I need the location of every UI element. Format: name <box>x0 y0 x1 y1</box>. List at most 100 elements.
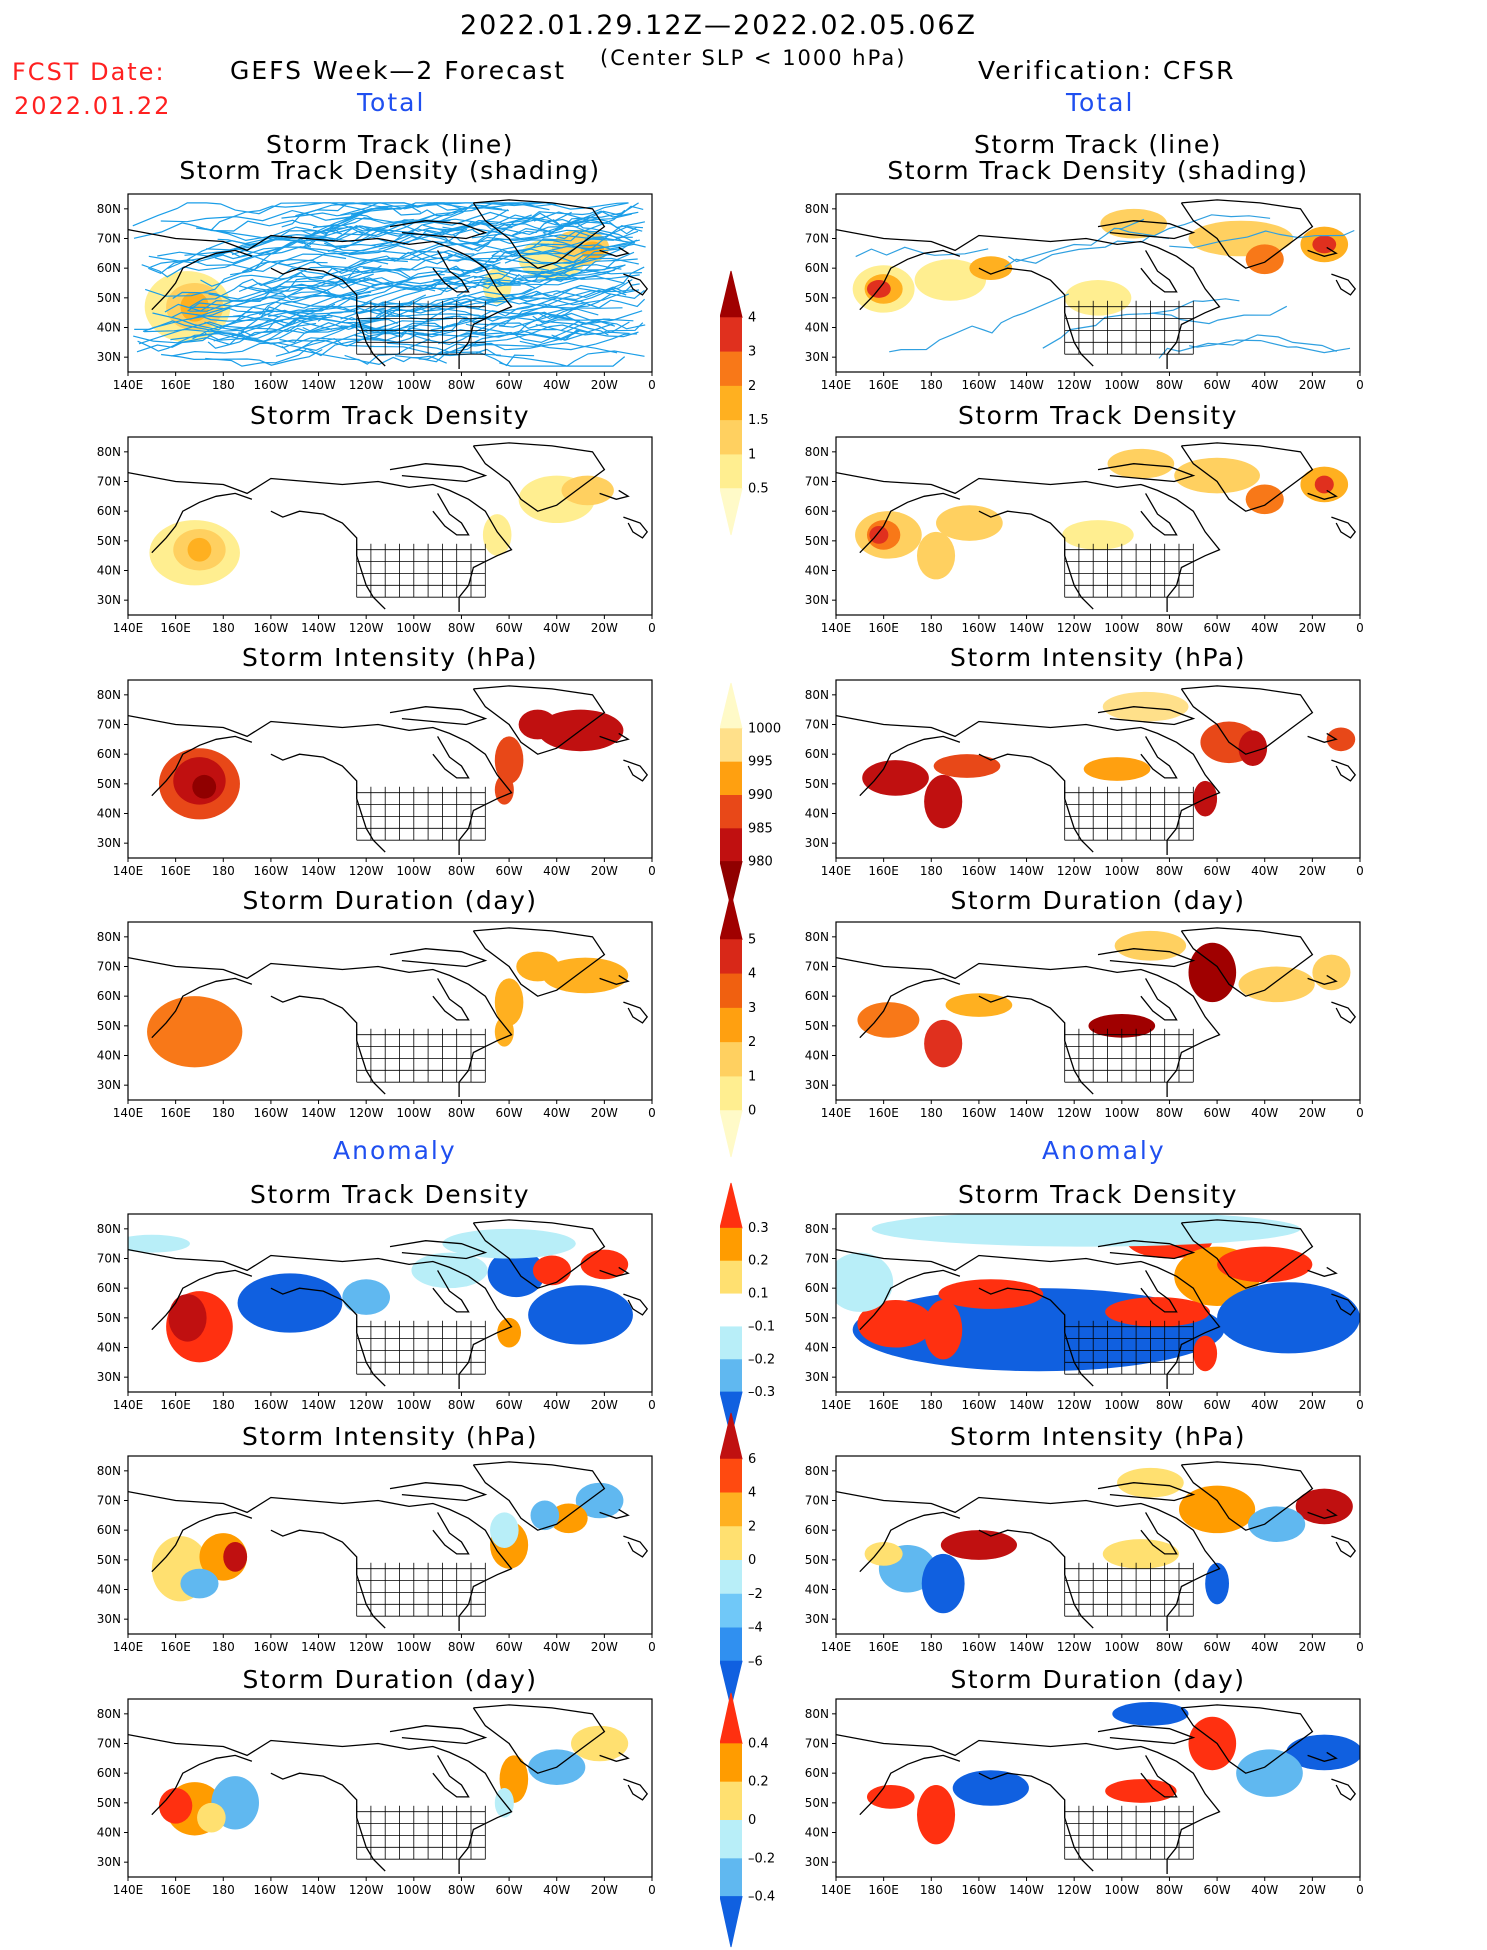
lat-tick-label: 50N <box>805 291 829 305</box>
coastline <box>599 489 630 500</box>
lon-tick-label: 100W <box>1104 1640 1139 1654</box>
lon-tick-label: 40W <box>543 1640 570 1654</box>
coastline <box>432 736 470 779</box>
lat-tick-label: 70N <box>805 1494 829 1508</box>
colorbar-label: –2 <box>748 1587 763 1602</box>
coastline <box>432 250 470 293</box>
colorbar-swatch <box>720 728 742 763</box>
coastline <box>623 273 649 296</box>
lon-tick-label: 60W <box>1204 864 1231 878</box>
panel-title-anom-intensity-right: Storm Intensity (hPa) <box>950 1422 1246 1451</box>
storm-track-line <box>1119 214 1271 237</box>
coastline <box>1140 1755 1178 1798</box>
coastline <box>1331 759 1357 782</box>
lat-tick-label: 50N <box>805 1553 829 1567</box>
lon-tick-label: 140W <box>1009 621 1044 635</box>
lat-tick-label: 80N <box>97 202 121 216</box>
lat-tick-label: 60N <box>805 261 829 275</box>
coastline <box>1180 1704 1314 1774</box>
shading-cell <box>862 760 929 796</box>
shading-cell <box>1217 1246 1313 1283</box>
lat-tick-label: 50N <box>805 1019 829 1033</box>
lon-tick-label: 140W <box>1009 1640 1044 1654</box>
coastline <box>836 471 1221 612</box>
shading-cell <box>1312 954 1351 991</box>
lon-tick-label: 40W <box>1251 1883 1278 1897</box>
shading-cell <box>936 505 1003 541</box>
lat-tick-label: 40N <box>805 1826 829 1840</box>
lat-tick-label: 80N <box>805 1707 829 1721</box>
lat-tick-label: 60N <box>97 1523 121 1537</box>
storm-track-line <box>208 285 434 310</box>
lon-tick-label: 40W <box>543 1883 570 1897</box>
coastline <box>1097 1482 1196 1502</box>
lon-tick-label: 160W <box>254 864 289 878</box>
lon-tick-label: 120W <box>1057 1106 1092 1120</box>
storm-track-line <box>142 307 281 332</box>
lon-tick-label: 180 <box>920 1640 943 1654</box>
lon-tick-label: 160E <box>868 1883 899 1897</box>
lon-tick-label: 60W <box>1204 378 1231 392</box>
colorbar-label: 4 <box>748 967 756 982</box>
lat-tick-label: 50N <box>97 1796 121 1810</box>
lon-tick-label: 20W <box>1299 621 1326 635</box>
coastline <box>978 267 1094 367</box>
coastline <box>151 1511 253 1573</box>
lat-tick-label: 70N <box>97 1252 121 1266</box>
storm-track-line <box>281 204 503 219</box>
shading-cell <box>857 1002 920 1038</box>
panel-title-track-line-right: Storm Track (line) <box>973 130 1223 159</box>
storm-track-line <box>189 255 452 320</box>
lon-tick-label: 140W <box>1009 1883 1044 1897</box>
storm-track-line <box>312 211 572 236</box>
lat-tick-label: 60N <box>97 504 121 518</box>
storm-track-line <box>498 310 643 328</box>
lon-tick-label: 0 <box>648 621 656 635</box>
coastline <box>472 1704 606 1774</box>
shading-cell <box>1112 1701 1189 1726</box>
colorbar-swatch <box>720 1526 742 1561</box>
storm-track-line <box>367 298 540 317</box>
shading-cell <box>128 1234 190 1253</box>
storm-track-line <box>530 286 634 299</box>
storm-track-line <box>344 354 447 366</box>
storm-track-line <box>188 294 352 310</box>
lon-tick-label: 160E <box>160 1640 191 1654</box>
lon-tick-label: 120W <box>1057 864 1092 878</box>
coastline <box>836 1733 1221 1874</box>
shading-cell <box>1083 757 1151 781</box>
shading-cell <box>924 774 963 829</box>
lon-tick-label: 0 <box>648 864 656 878</box>
storm-track-line <box>214 228 551 264</box>
lat-tick-label: 30N <box>97 1855 121 1869</box>
lon-tick-label: 140E <box>113 864 144 878</box>
lon-tick-label: 20W <box>1299 1106 1326 1120</box>
lon-tick-label: 160E <box>160 1106 191 1120</box>
lon-tick-label: 0 <box>648 1106 656 1120</box>
lat-tick-label: 50N <box>805 1311 829 1325</box>
lon-tick-label: 160W <box>254 1640 289 1654</box>
lon-tick-label: 160E <box>868 621 899 635</box>
coastline <box>1331 1001 1357 1024</box>
map-panel-l2: 80N 70N 60N 50N 40N 30N 140E 160E 180 160W 140W 120… <box>97 436 656 635</box>
storm-track-line <box>429 211 638 235</box>
lat-tick-label: 50N <box>97 777 121 791</box>
lon-tick-label: 20W <box>591 1106 618 1120</box>
lon-tick-label: 140E <box>113 1640 144 1654</box>
lon-tick-label: 140E <box>821 621 852 635</box>
lon-tick-label: 160E <box>868 864 899 878</box>
lat-tick-label: 40N <box>805 1583 829 1597</box>
lon-tick-label: 20W <box>591 1640 618 1654</box>
shading-cell <box>1178 1485 1256 1534</box>
shading-cell <box>836 1252 894 1312</box>
lat-tick-label: 60N <box>805 504 829 518</box>
storm-track-line <box>167 206 389 269</box>
lon-tick-label: 120W <box>1057 378 1092 392</box>
storm-track-line <box>161 348 323 366</box>
lat-tick-label: 50N <box>805 534 829 548</box>
lat-tick-label: 70N <box>805 1737 829 1751</box>
storm-track-line <box>535 321 630 336</box>
lon-tick-label: 40W <box>543 621 570 635</box>
lon-tick-label: 0 <box>648 378 656 392</box>
map-frame <box>835 193 1361 373</box>
